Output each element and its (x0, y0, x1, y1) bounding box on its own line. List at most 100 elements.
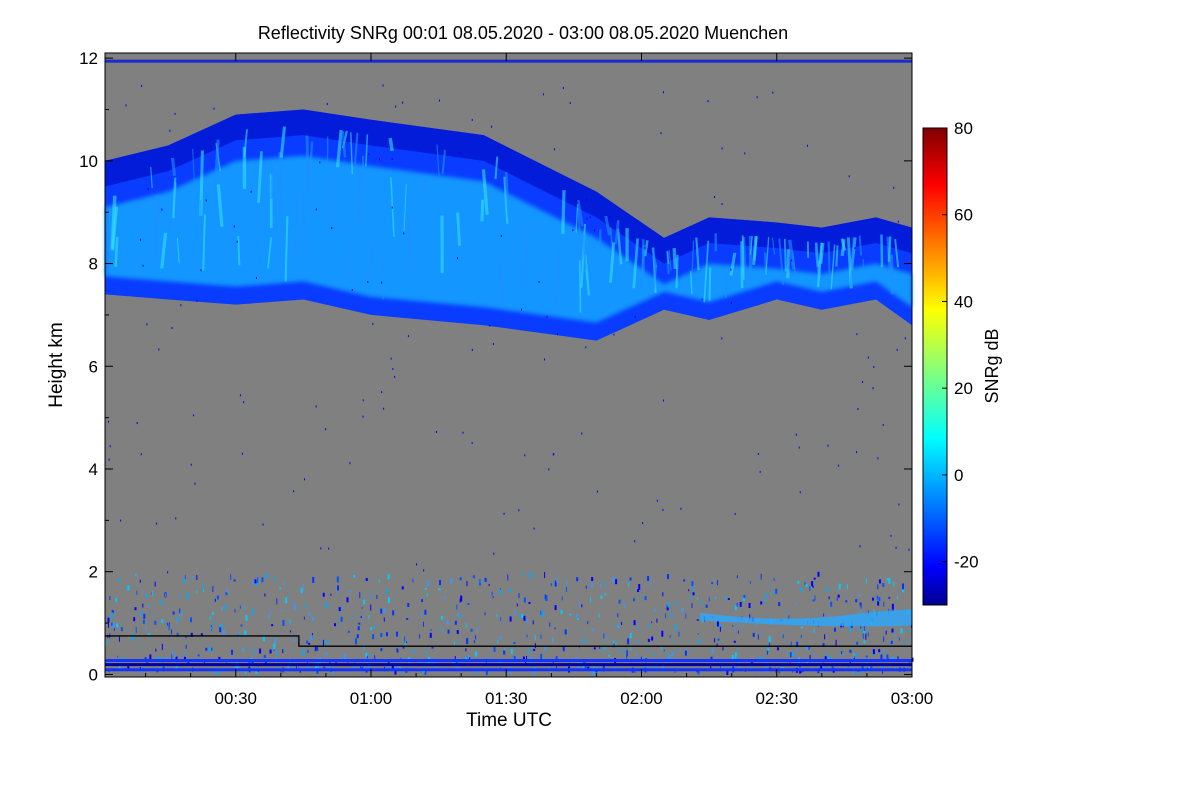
cloud-streak (348, 243, 349, 280)
noise-speckle (259, 579, 260, 582)
noise-speckle (860, 609, 861, 614)
noise-speckle (581, 432, 582, 434)
x-tick-label: 02:30 (755, 689, 798, 708)
noise-speckle (639, 640, 640, 644)
noise-speckle (491, 126, 492, 128)
ground-band (105, 668, 912, 671)
cloud-streak (836, 245, 837, 266)
noise-speckle (407, 603, 409, 607)
noise-speckle (539, 281, 540, 283)
noise-speckle (619, 649, 621, 652)
noise-speckle (325, 652, 327, 655)
noise-speckle (413, 650, 415, 653)
noise-speckle (472, 349, 473, 351)
noise-speckle (143, 620, 145, 624)
noise-speckle (241, 625, 243, 627)
noise-speckle (257, 577, 258, 583)
noise-speckle (116, 623, 118, 627)
noise-speckle (651, 621, 652, 623)
noise-speckle (221, 607, 222, 610)
x-axis-label: Time UTC (466, 710, 552, 731)
noise-speckle (728, 598, 730, 600)
ground-band (105, 663, 912, 666)
noise-speckle (635, 316, 636, 318)
noise-speckle (441, 616, 443, 620)
noise-speckle (563, 87, 564, 89)
noise-speckle (678, 649, 680, 651)
noise-speckle (493, 596, 494, 598)
noise-speckle (730, 269, 731, 271)
noise-speckle (330, 594, 331, 596)
noise-speckle (772, 92, 773, 94)
noise-speckle (467, 581, 468, 586)
noise-speckle (121, 627, 123, 631)
noise-speckle (197, 300, 198, 302)
noise-speckle (896, 547, 897, 549)
noise-speckle (251, 649, 252, 653)
noise-speckle (176, 619, 177, 625)
noise-speckle (509, 589, 511, 592)
noise-speckle (872, 598, 874, 601)
noise-speckle (557, 333, 558, 335)
noise-speckle (877, 457, 878, 459)
noise-speckle (698, 639, 700, 643)
colorbar-tick-label: 0 (954, 466, 963, 485)
noise-speckle (117, 656, 118, 658)
noise-speckle (392, 368, 393, 370)
noise-speckle (279, 587, 281, 589)
noise-speckle (661, 132, 662, 134)
noise-speckle (161, 209, 162, 211)
noise-speckle (472, 119, 473, 121)
noise-speckle (706, 605, 708, 608)
noise-speckle (354, 666, 356, 668)
noise-speckle (500, 617, 501, 621)
noise-speckle (444, 596, 446, 598)
noise-speckle (223, 630, 225, 635)
noise-speckle (649, 624, 650, 629)
noise-speckle (169, 130, 170, 132)
noise-speckle (427, 593, 428, 597)
noise-speckle (242, 453, 243, 455)
noise-speckle (753, 633, 755, 637)
noise-speckle (849, 175, 850, 177)
noise-speckle (528, 602, 530, 604)
noise-speckle (737, 575, 738, 578)
noise-speckle (217, 596, 219, 600)
noise-speckle (735, 629, 736, 632)
noise-speckle (316, 208, 317, 210)
noise-speckle (761, 631, 762, 633)
noise-speckle (898, 503, 899, 505)
noise-speckle (814, 578, 816, 580)
noise-speckle (110, 166, 111, 168)
noise-speckle (799, 447, 800, 449)
noise-speckle (615, 579, 617, 584)
noise-speckle (814, 595, 815, 600)
noise-speckle (240, 394, 241, 396)
noise-speckle (664, 649, 665, 651)
noise-speckle (590, 216, 591, 218)
noise-speckle (565, 629, 567, 634)
noise-speckle (480, 580, 481, 583)
noise-speckle (645, 596, 647, 600)
noise-speckle (242, 648, 243, 652)
noise-speckle (472, 442, 473, 444)
noise-speckle (899, 638, 900, 641)
noise-speckle (594, 647, 596, 649)
noise-speckle (855, 247, 856, 249)
noise-speckle (717, 580, 718, 585)
noise-speckle (860, 545, 861, 547)
noise-speckle (901, 628, 903, 633)
noise-speckle (234, 579, 236, 581)
noise-speckle (829, 615, 830, 617)
noise-speckle (478, 622, 479, 624)
noise-speckle (370, 627, 372, 630)
noise-speckle (725, 597, 726, 602)
noise-speckle (381, 282, 382, 284)
noise-speckle (534, 528, 535, 530)
noise-speckle (484, 612, 485, 615)
noise-speckle (268, 615, 270, 618)
noise-speckle (775, 589, 777, 594)
noise-speckle (845, 600, 847, 602)
noise-speckle (136, 627, 137, 633)
noise-speckle (406, 618, 408, 620)
